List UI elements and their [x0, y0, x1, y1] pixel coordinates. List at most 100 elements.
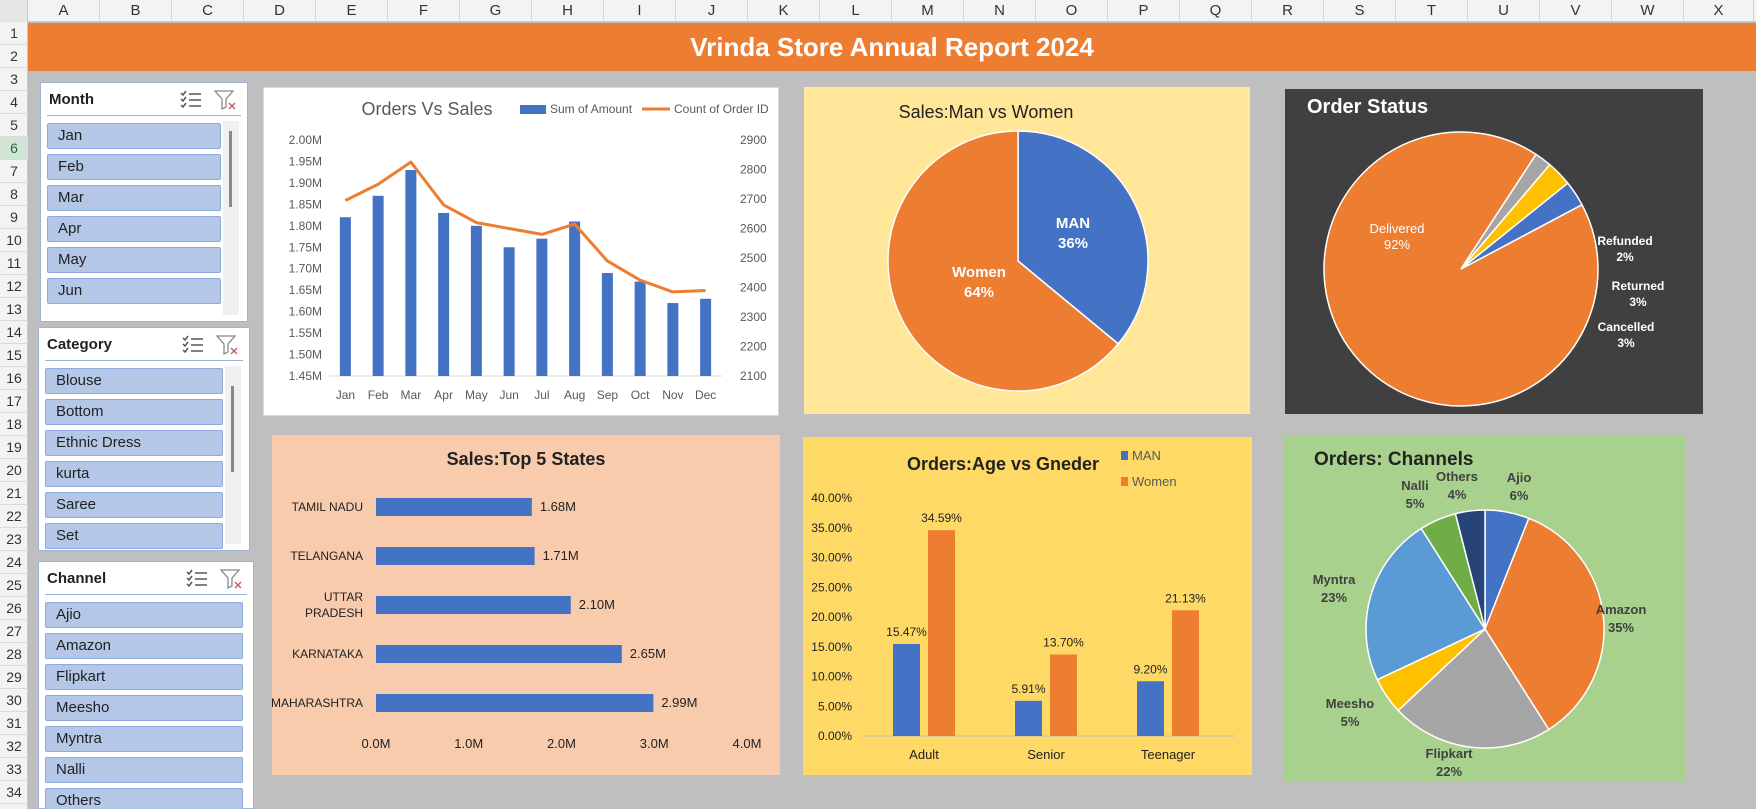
bar-may[interactable] [470, 225, 482, 376]
row-header-16[interactable]: 16 [0, 367, 28, 390]
row-header-2[interactable]: 2 [0, 45, 28, 68]
slicer-item-mar[interactable]: Mar [47, 185, 221, 211]
column-header-p[interactable]: P [1108, 0, 1180, 22]
slicer-scroll-thumb[interactable] [229, 131, 232, 207]
orders-age-vs-gender-chart[interactable]: Orders:Age vs Gneder MAN Women 40.00% 35.00%… [803, 437, 1252, 775]
slicer-item-flipkart[interactable]: Flipkart [45, 664, 243, 690]
slicer-item-apr[interactable]: Apr [47, 216, 221, 242]
channel-slice-amazon[interactable] [1484, 517, 1605, 731]
column-header-o[interactable]: O [1036, 0, 1108, 22]
row-header-3[interactable]: 3 [0, 68, 28, 91]
row-header-6[interactable]: 6 [0, 137, 28, 160]
row-header-14[interactable]: 14 [0, 321, 28, 344]
channel-slice-flipkart[interactable] [1397, 627, 1550, 749]
row-header-30[interactable]: 30 [0, 689, 28, 712]
bar-jan[interactable] [339, 217, 351, 376]
column-header-q[interactable]: Q [1180, 0, 1252, 22]
gender-slice-man[interactable] [1017, 130, 1149, 345]
row-header-32[interactable]: 32 [0, 735, 28, 758]
row-header-15[interactable]: 15 [0, 344, 28, 367]
multi-select-icon[interactable] [185, 568, 209, 590]
bar-apr[interactable] [438, 212, 450, 376]
slicer-item-saree[interactable]: Saree [45, 492, 223, 518]
category-slicer[interactable]: Category Blouse Bottom Ethnic Dress kurta Sar… [38, 327, 250, 551]
clear-filter-icon[interactable] [215, 334, 239, 356]
slicer-item-blouse[interactable]: Blouse [45, 368, 223, 394]
row-header-9[interactable]: 9 [0, 206, 28, 229]
slicer-scrollbar[interactable] [223, 121, 239, 315]
row-header-11[interactable]: 11 [0, 252, 28, 275]
slicer-item-feb[interactable]: Feb [47, 154, 221, 180]
multi-select-icon[interactable] [179, 89, 203, 111]
column-header-b[interactable]: B [100, 0, 172, 22]
slicer-item-bottom[interactable]: Bottom [45, 399, 223, 425]
column-header-v[interactable]: V [1540, 0, 1612, 22]
column-header-r[interactable]: R [1252, 0, 1324, 22]
row-header-5[interactable]: 5 [0, 114, 28, 137]
bar-aug[interactable] [569, 221, 581, 376]
bar-sep[interactable] [601, 273, 613, 376]
row-header-7[interactable]: 7 [0, 160, 28, 183]
sales-man-vs-women-chart[interactable]: Sales:Man vs Women MAN 36% Women 64% [804, 87, 1250, 414]
slicer-item-others[interactable]: Others [45, 788, 243, 809]
column-header-g[interactable]: G [460, 0, 532, 22]
column-header-d[interactable]: D [244, 0, 316, 22]
column-header-h[interactable]: H [532, 0, 604, 22]
column-header-t[interactable]: T [1396, 0, 1468, 22]
row-header-12[interactable]: 12 [0, 275, 28, 298]
bar-dec[interactable] [700, 298, 712, 376]
row-header-8[interactable]: 8 [0, 183, 28, 206]
column-header-c[interactable]: C [172, 0, 244, 22]
column-header-i[interactable]: I [604, 0, 676, 22]
select-all-corner[interactable] [0, 0, 28, 22]
column-header-n[interactable]: N [964, 0, 1036, 22]
bar-mar[interactable] [405, 170, 417, 376]
column-header-w[interactable]: W [1612, 0, 1684, 22]
bar-feb[interactable] [372, 195, 384, 376]
slicer-scroll-thumb[interactable] [231, 386, 234, 472]
row-header-22[interactable]: 22 [0, 505, 28, 528]
bar-nov[interactable] [667, 303, 679, 376]
bar-teenager-man[interactable] [1137, 681, 1164, 736]
bar-senior-man[interactable] [1015, 700, 1042, 736]
column-header-x[interactable]: X [1684, 0, 1754, 22]
column-header-m[interactable]: M [892, 0, 964, 22]
order-status-chart[interactable]: Order Status Delivered 92% Refunded 2% Return… [1285, 89, 1703, 414]
row-header-33[interactable]: 33 [0, 758, 28, 781]
column-header-e[interactable]: E [316, 0, 388, 22]
row-header-31[interactable]: 31 [0, 712, 28, 735]
orders-line[interactable] [344, 160, 706, 294]
row-header-19[interactable]: 19 [0, 436, 28, 459]
column-header-u[interactable]: U [1468, 0, 1540, 22]
bar-tamil-nadu[interactable] [376, 498, 532, 516]
slicer-item-kurta[interactable]: kurta [45, 461, 223, 487]
orders-vs-sales-chart[interactable]: Orders Vs Sales Sum of Amount Count of Ord… [263, 87, 779, 416]
channel-slice-myntra[interactable] [1365, 527, 1487, 681]
slicer-item-ajio[interactable]: Ajio [45, 602, 243, 628]
row-header-13[interactable]: 13 [0, 298, 28, 321]
slicer-item-meesho[interactable]: Meesho [45, 695, 243, 721]
bar-senior-women[interactable] [1050, 654, 1077, 736]
column-header-j[interactable]: J [676, 0, 748, 22]
slicer-scrollbar[interactable] [225, 366, 241, 544]
row-header-10[interactable]: 10 [0, 229, 28, 252]
row-header-26[interactable]: 26 [0, 597, 28, 620]
row-header-24[interactable]: 24 [0, 551, 28, 574]
row-header-34[interactable]: 34 [0, 781, 28, 804]
orders-channels-chart[interactable]: Orders: Channels Ajio 6% Amazon 35% Flipkart 2… [1284, 435, 1685, 782]
column-header-a[interactable]: A [28, 0, 100, 22]
slicer-item-ethnic-dress[interactable]: Ethnic Dress [45, 430, 223, 456]
channel-slicer[interactable]: Channel Ajio Amazon Flipkart Meesho Myntra Nal… [38, 561, 254, 809]
row-header-21[interactable]: 21 [0, 482, 28, 505]
slicer-item-nalli[interactable]: Nalli [45, 757, 243, 783]
bar-jul[interactable] [536, 238, 548, 376]
row-header-1[interactable]: 1 [0, 22, 28, 45]
column-header-f[interactable]: F [388, 0, 460, 22]
bar-uttar-pradesh[interactable] [376, 596, 571, 614]
bar-jun[interactable] [503, 247, 515, 376]
column-header-k[interactable]: K [748, 0, 820, 22]
bar-teenager-women[interactable] [1172, 610, 1199, 736]
status-slice-cancelled[interactable] [1460, 182, 1583, 270]
slicer-item-jan[interactable]: Jan [47, 123, 221, 149]
row-header-27[interactable]: 27 [0, 620, 28, 643]
